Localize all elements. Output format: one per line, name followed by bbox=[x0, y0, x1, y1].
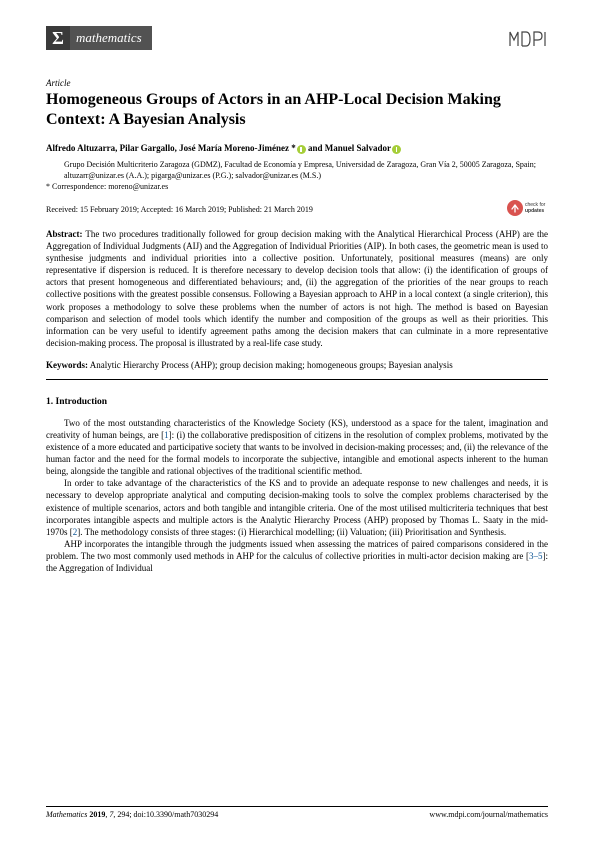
article-type: Article bbox=[46, 77, 548, 89]
body-paragraph-3: AHP incorporates the intangible through … bbox=[46, 538, 548, 574]
journal-header: Σ mathematics bbox=[46, 26, 548, 50]
author-1: Alfredo Altuzarra, Pilar Gargallo, José … bbox=[46, 143, 296, 153]
orcid-icon bbox=[297, 145, 306, 154]
ref-link[interactable]: 3–5 bbox=[529, 551, 543, 561]
ref-link[interactable]: 2 bbox=[73, 527, 78, 537]
journal-logo: Σ bbox=[46, 26, 70, 50]
svg-text:updates: updates bbox=[525, 208, 544, 214]
authors-line: Alfredo Altuzarra, Pilar Gargallo, José … bbox=[46, 142, 548, 154]
abstract-label: Abstract: bbox=[46, 229, 83, 239]
author-4: and Manuel Salvador bbox=[308, 143, 391, 153]
footer-details: 2019, 7, 294; doi:10.3390/math7030294 bbox=[89, 810, 218, 819]
logo-sigma: Σ bbox=[52, 26, 64, 50]
keywords-label: Keywords: bbox=[46, 360, 88, 370]
footer-right[interactable]: www.mdpi.com/journal/mathematics bbox=[429, 810, 548, 821]
section-divider bbox=[46, 379, 548, 380]
footer-journal: Mathematics bbox=[46, 810, 87, 819]
section-heading: 1. Introduction bbox=[46, 396, 548, 409]
abstract-text: The two procedures traditionally followe… bbox=[46, 229, 548, 348]
orcid-icon bbox=[392, 145, 401, 154]
dates-row: Received: 15 February 2019; Accepted: 16… bbox=[46, 205, 548, 216]
footer-left: Mathematics 2019, 7, 294; doi:10.3390/ma… bbox=[46, 810, 218, 821]
body-paragraph-1: Two of the most outstanding characterist… bbox=[46, 417, 548, 478]
article-title: Homogeneous Groups of Actors in an AHP-L… bbox=[46, 90, 548, 130]
check-for-updates-badge[interactable]: check for updates bbox=[506, 197, 548, 219]
body-paragraph-2: In order to take advantage of the charac… bbox=[46, 477, 548, 538]
publisher-logo bbox=[508, 26, 548, 50]
affiliation: Grupo Decisión Multicriterio Zaragoza (G… bbox=[64, 160, 548, 181]
journal-name: mathematics bbox=[70, 26, 152, 50]
correspondence: * Correspondence: moreno@unizar.es bbox=[46, 182, 548, 193]
article-content: Article Homogeneous Groups of Actors in … bbox=[46, 77, 548, 574]
ref-link[interactable]: 1 bbox=[164, 430, 169, 440]
abstract: Abstract: The two procedures traditional… bbox=[46, 228, 548, 349]
keywords: Keywords: Analytic Hierarchy Process (AH… bbox=[46, 359, 548, 371]
dates-text: Received: 15 February 2019; Accepted: 16… bbox=[46, 205, 313, 214]
page-footer: Mathematics 2019, 7, 294; doi:10.3390/ma… bbox=[46, 806, 548, 821]
keywords-text: Analytic Hierarchy Process (AHP); group … bbox=[90, 360, 453, 370]
